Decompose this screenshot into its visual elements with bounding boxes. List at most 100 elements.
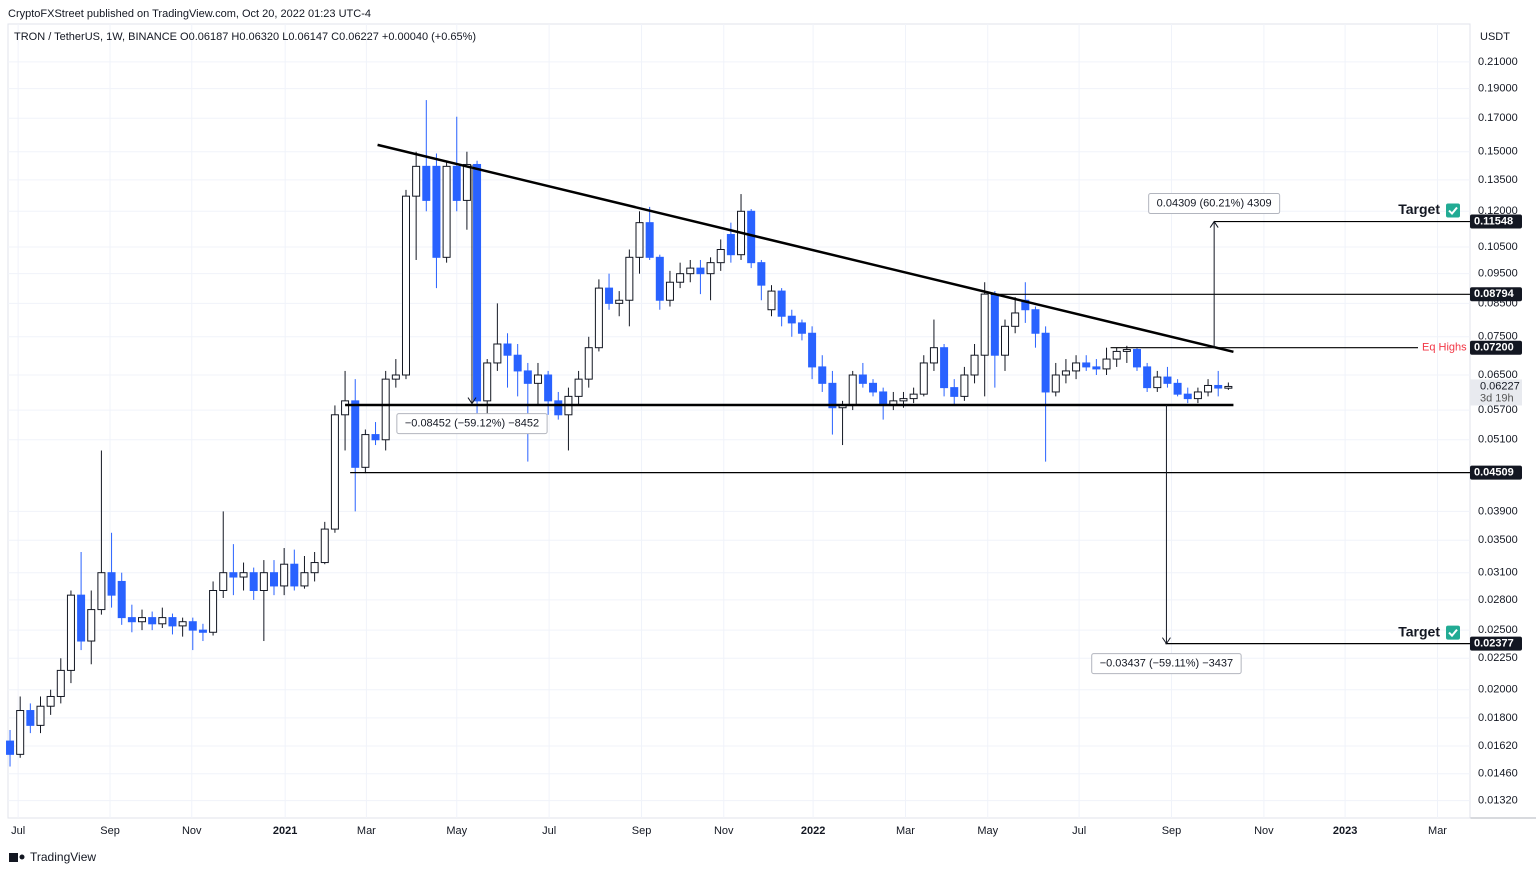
candle-body (330, 414, 339, 530)
x-tick-label: Nov (1254, 825, 1274, 837)
candle-body (1163, 376, 1172, 384)
candle-body (229, 572, 238, 578)
candle-body (391, 374, 400, 380)
candle-body (858, 374, 867, 384)
brand-logo (9, 853, 25, 862)
plot-frame (7, 23, 1471, 819)
candle-body (625, 256, 634, 301)
candle-body (77, 594, 86, 642)
price-label-box (1470, 465, 1522, 480)
candle-body (1132, 349, 1141, 368)
candle-body (1173, 382, 1182, 395)
candle-body (117, 580, 126, 619)
candle-body (178, 621, 187, 627)
candle-body (970, 354, 979, 376)
chart-title: TRON / TetherUS, 1W, BINANCE O0.06187 H0… (14, 31, 476, 43)
candle-body (270, 572, 279, 587)
candle-body (1041, 332, 1050, 393)
candle-body (787, 315, 796, 324)
candle-body (1001, 325, 1010, 356)
measure-label: −0.03437 (−59.11%) −3437 (1100, 658, 1233, 670)
candle-body (6, 740, 15, 755)
x-tick-label: 2023 (1333, 825, 1357, 837)
candle-body (919, 362, 928, 395)
price-label: 0.07200 (1474, 342, 1514, 354)
brand: TradingView (30, 850, 96, 864)
candle-body (107, 572, 116, 596)
x-tick-label: Jul (11, 825, 25, 837)
candle-body (127, 617, 136, 623)
check-icon (1446, 625, 1460, 640)
candle-body (899, 398, 908, 402)
x-tick-label: 2021 (273, 825, 297, 837)
candle-body (940, 347, 949, 389)
candle-body (980, 293, 989, 356)
x-tick-label: 2022 (801, 825, 825, 837)
candle-body (320, 528, 329, 564)
x-tick-label: May (977, 825, 998, 837)
y-tick-label: 0.10500 (1478, 241, 1518, 253)
candle-body (168, 617, 177, 627)
candle-body (138, 617, 147, 623)
candle-body (483, 362, 492, 402)
y-tick-label: 0.07500 (1478, 331, 1518, 343)
candle-body (148, 617, 157, 625)
measure-arrow (1162, 637, 1171, 645)
candle-body (655, 256, 664, 301)
candle-body (574, 378, 583, 397)
candle-body (503, 343, 512, 356)
x-tick-label: Jul (542, 825, 556, 837)
candle-body (239, 572, 248, 578)
candle-body (26, 710, 35, 726)
candle-body (665, 281, 674, 301)
y-tick-label: 0.12000 (1478, 205, 1518, 217)
countdown: 3d 19h (1480, 392, 1514, 404)
candle-body (686, 267, 695, 275)
candle-body (462, 163, 471, 201)
candle-body (696, 267, 705, 275)
y-tick-label: 0.06500 (1478, 369, 1518, 381)
candle-body (36, 705, 45, 726)
candle-body (869, 382, 878, 393)
candle-body (544, 374, 553, 402)
price-label: 0.02377 (1474, 638, 1514, 650)
candle-body (767, 290, 776, 311)
candle-body (797, 322, 806, 334)
candle-body (432, 165, 441, 258)
y-tick-label: 0.05700 (1478, 404, 1518, 416)
candle-body (209, 590, 218, 633)
candle-body (97, 572, 106, 611)
candle-body (473, 163, 482, 402)
price-label-box (1470, 287, 1522, 302)
x-tick-label: Sep (1162, 825, 1182, 837)
candle-body (66, 594, 75, 671)
check-mark (1448, 206, 1458, 216)
candle-body (361, 434, 370, 468)
y-tick-label: 0.15000 (1478, 146, 1518, 158)
candle-body (879, 391, 888, 406)
y-tick-label: 0.09500 (1478, 268, 1518, 280)
candle-body (1204, 384, 1213, 393)
candle-body (929, 347, 938, 364)
candle-body (615, 299, 624, 304)
candle-body (1102, 358, 1111, 370)
candle-body (442, 165, 451, 258)
candle-body (1031, 309, 1040, 334)
candle-body (351, 400, 360, 468)
candle-body (950, 387, 959, 397)
check-icon (1446, 203, 1460, 218)
candle-body (1011, 312, 1020, 327)
candle-body (513, 354, 522, 372)
candle-body (1183, 393, 1192, 400)
candle-body (158, 617, 167, 625)
candle-body (56, 669, 65, 697)
candle-body (757, 262, 766, 286)
y-tick-label: 0.01800 (1478, 712, 1518, 724)
candle-body (249, 572, 258, 592)
candle-body (381, 378, 390, 441)
y-tick-label: 0.02500 (1478, 624, 1518, 636)
candle-body (1224, 385, 1233, 389)
y-tick-label: 0.03100 (1478, 567, 1518, 579)
